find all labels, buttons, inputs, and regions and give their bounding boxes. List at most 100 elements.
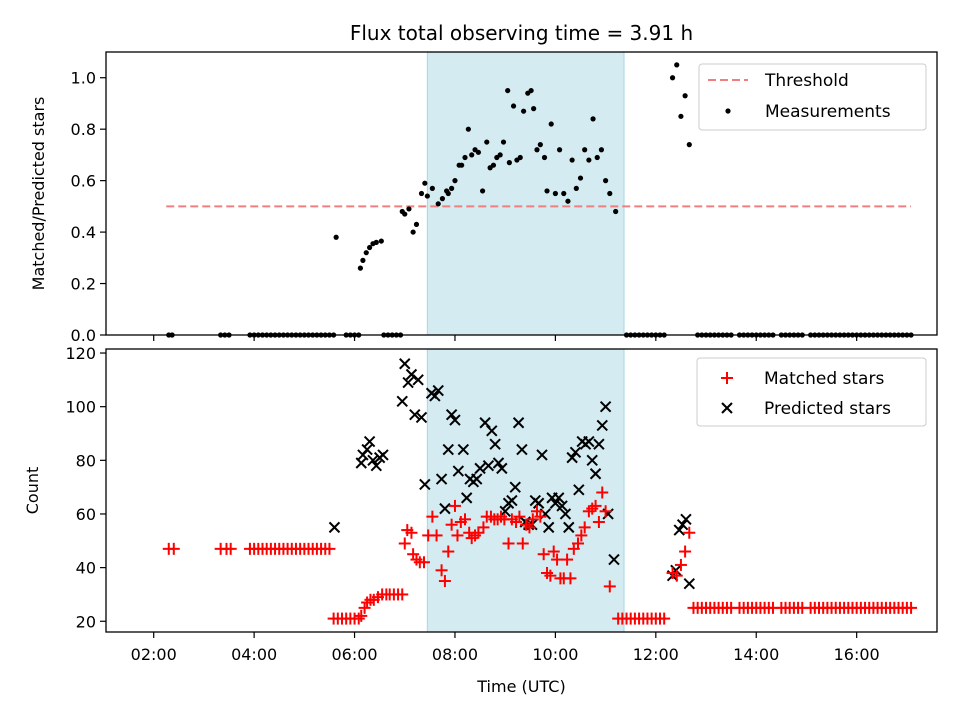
top-y-axis-label: Matched/Predicted stars — [29, 97, 48, 291]
top-y-tick-label: 1.0 — [71, 69, 96, 88]
measurement-point — [678, 113, 684, 119]
measurement-point — [544, 188, 550, 194]
measurement-point — [429, 185, 435, 191]
measurement-point — [418, 190, 425, 197]
bottom-legend: Matched stars Predicted stars — [696, 357, 927, 427]
matched-star-point — [396, 588, 409, 601]
predicted-star-point — [559, 508, 572, 520]
matched-star-point — [679, 545, 692, 558]
predicted-star-point — [563, 521, 575, 534]
matched-star-point — [547, 545, 560, 558]
measurement-point — [497, 152, 503, 158]
measurement-point — [378, 238, 384, 244]
measurement-point — [528, 87, 534, 94]
bottom-y-tick-label: 20 — [76, 612, 96, 631]
predicted-star-point — [489, 438, 501, 450]
predicted-star-point — [419, 478, 431, 491]
matched-star-point — [418, 556, 431, 569]
measurement-point — [548, 121, 554, 127]
measurement-point — [402, 211, 408, 217]
predicted-star-point — [673, 524, 685, 536]
legend-matched-swatch — [721, 372, 733, 384]
bottom-y-tick-label: 100 — [65, 398, 96, 417]
x-tick-label: 08:00 — [432, 645, 478, 664]
predicted-star-point — [583, 435, 595, 448]
matched-star-point — [571, 537, 584, 550]
matched-star-point — [670, 569, 683, 582]
matched-star-point — [674, 558, 687, 571]
chart-title: Flux total observing time = 3.91 h — [350, 21, 693, 45]
predicted-star-point — [412, 374, 424, 386]
matched-star-point — [537, 548, 550, 561]
predicted-star-point — [586, 454, 598, 467]
measurement-point — [669, 75, 676, 81]
predicted-star-point — [549, 497, 562, 509]
matched-star-point — [905, 601, 918, 614]
legend-predicted-label: Predicted stars — [764, 399, 891, 419]
measurement-point — [424, 193, 430, 199]
matched-star-point — [513, 510, 526, 523]
observing-window-shade-bottom — [426, 348, 625, 633]
matched-star-point — [561, 553, 574, 566]
legend-measurements-swatch — [725, 108, 731, 114]
predicted-star-point — [569, 446, 582, 458]
measurement-point — [534, 147, 540, 153]
measurement-point — [490, 162, 497, 168]
x-tick-label: 04:00 — [231, 645, 277, 664]
matched-star-point — [551, 553, 564, 566]
predicted-star-point — [432, 384, 444, 397]
x-tick-label: 02:00 — [131, 645, 177, 664]
predicted-star-point — [402, 376, 414, 389]
predicted-star-point — [553, 492, 565, 504]
measurement-point — [556, 147, 563, 153]
matched-star-point — [445, 518, 458, 531]
top-legend-box — [698, 63, 927, 131]
matched-star-point — [405, 526, 418, 539]
predicted-star-point — [377, 449, 389, 461]
measurement-point — [367, 244, 373, 251]
measurement-point — [565, 198, 571, 204]
bottom-y-tick-label: 60 — [76, 505, 96, 524]
predicted-star-point — [449, 414, 461, 426]
matched-star-point — [438, 575, 451, 588]
matched-star-point — [603, 580, 616, 593]
measurement-point — [607, 190, 613, 197]
matched-star-point — [589, 499, 602, 512]
top-y-tick-label: 0.2 — [71, 275, 96, 294]
measurement-point — [333, 234, 339, 240]
measurement-point — [484, 139, 490, 145]
top-y-tick-label: 0.8 — [71, 120, 96, 139]
predicted-star-point — [589, 468, 602, 480]
measurement-point — [552, 190, 558, 197]
predicted-star-point — [399, 358, 411, 370]
legend-measurements-label: Measurements — [765, 102, 891, 122]
predicted-star-point — [608, 553, 620, 566]
measurement-point — [459, 162, 465, 168]
predicted-star-point — [363, 435, 376, 448]
top-panel: 0.0 0.2 0.4 0.6 0.8 1.0 Flux total observing … — [29, 21, 938, 345]
predicted-star-point — [509, 481, 521, 493]
measurement-point — [469, 152, 475, 158]
matched-star-point — [358, 601, 371, 614]
predicted-star-point — [452, 465, 465, 477]
matched-star-point — [578, 521, 591, 534]
predicted-star-point — [542, 521, 555, 534]
matched-star-point — [592, 516, 605, 529]
matched-star-point — [352, 612, 365, 625]
matched-star-point — [575, 529, 588, 542]
predicted-star-point — [445, 409, 458, 421]
predicted-star-point — [460, 492, 473, 504]
measurement-point — [406, 206, 412, 212]
matched-star-point — [564, 572, 577, 585]
predicted-star-point — [532, 497, 545, 509]
legend-matched-label: Matched stars — [764, 369, 884, 389]
matched-star-point — [534, 510, 547, 523]
predicted-star-point — [566, 451, 578, 464]
predicted-star-point — [512, 417, 525, 429]
matched-star-point — [472, 526, 485, 539]
predicted-star-point — [496, 462, 508, 475]
predicted-star-point — [442, 443, 454, 456]
predicted-star-point — [415, 411, 428, 424]
predicted-star-point — [486, 425, 498, 437]
